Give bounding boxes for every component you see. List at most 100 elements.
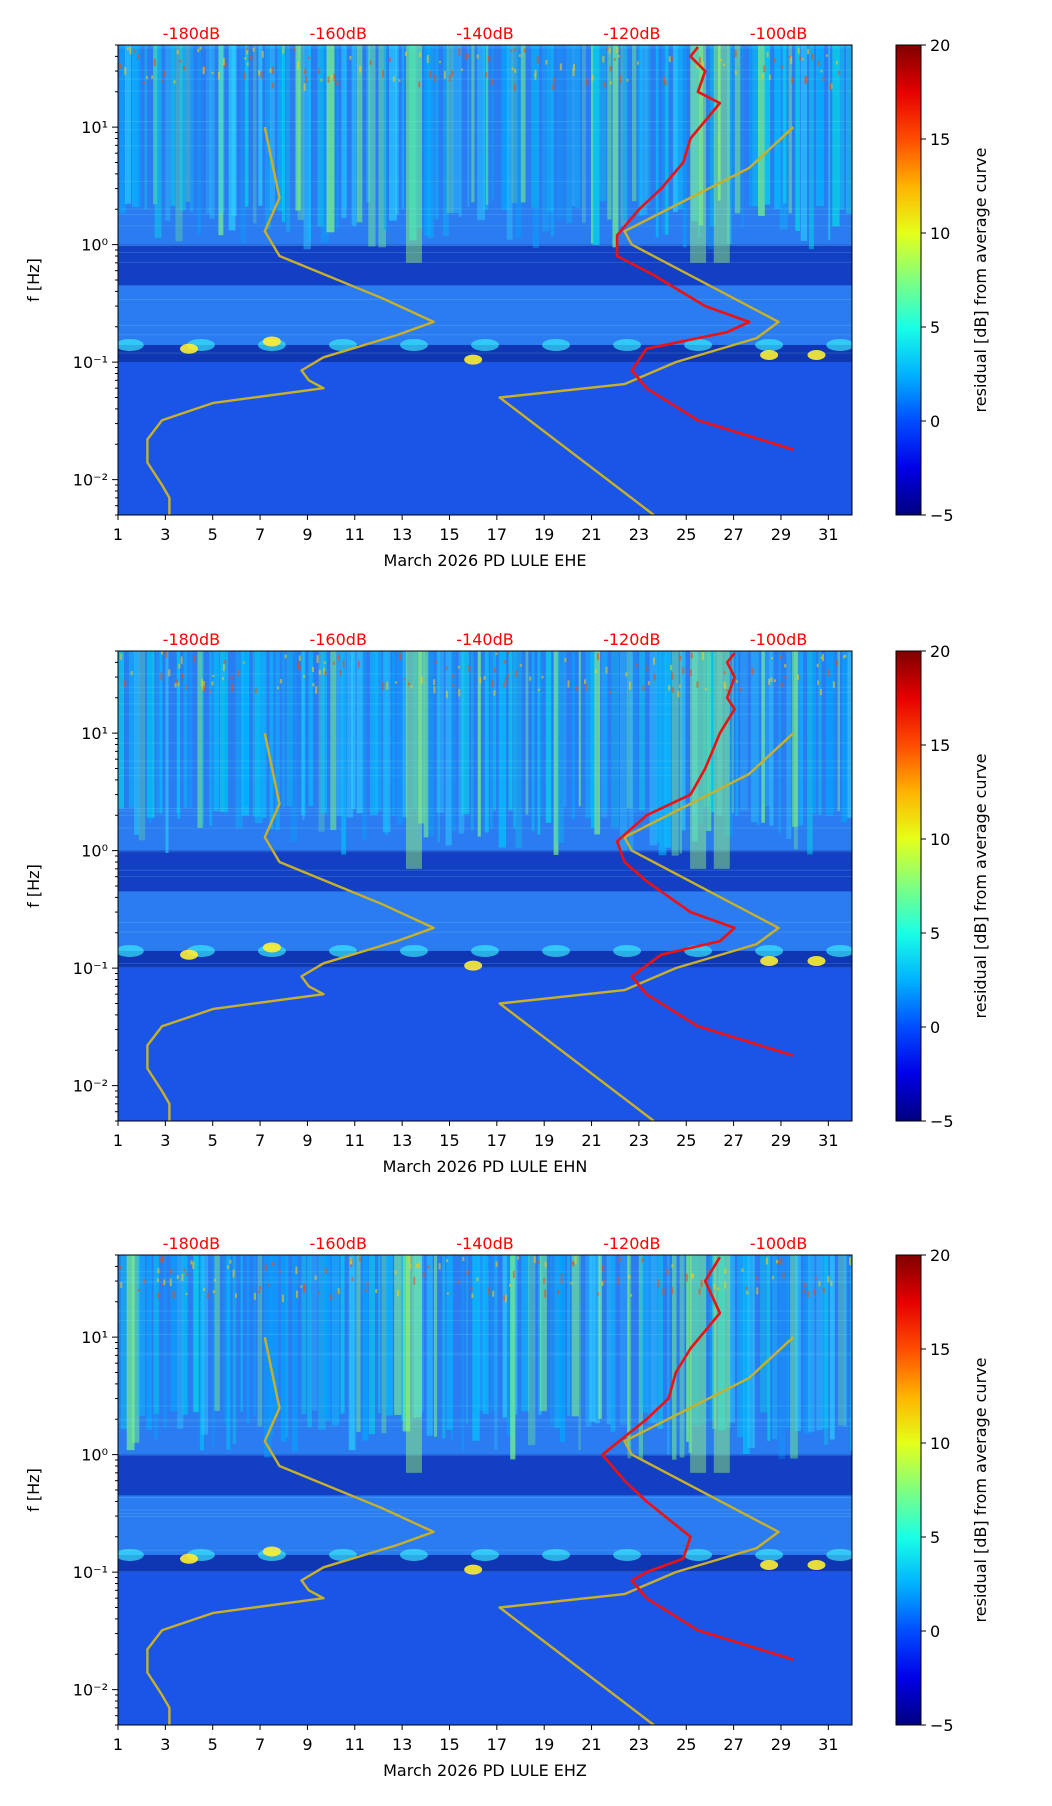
top-db-label: -140dB	[456, 630, 513, 649]
y-tick-label: 10⁻¹	[73, 1563, 108, 1582]
x-tick-label: 9	[302, 525, 312, 544]
y-tick-label: 10⁻¹	[73, 959, 108, 978]
x-tick-label: 29	[771, 1131, 791, 1150]
x-tick-label: 3	[160, 1735, 170, 1754]
x-tick-label: 1	[113, 525, 123, 544]
colorbar-label: residual [dB] from average curve	[971, 754, 990, 1019]
x-tick-label: 3	[160, 1131, 170, 1150]
top-db-label: -160dB	[309, 1234, 366, 1253]
top-db-label: -180dB	[163, 24, 220, 43]
x-tick-label: 29	[771, 525, 791, 544]
x-tick-label: 13	[392, 525, 412, 544]
x-tick-label: 15	[439, 525, 459, 544]
y-tick-label: 10⁰	[81, 842, 108, 861]
colorbar	[895, 650, 922, 1122]
top-db-label: -140dB	[456, 24, 513, 43]
y-tick-label: 10⁻¹	[73, 353, 108, 372]
x-tick-label: 5	[208, 1131, 218, 1150]
x-tick-label: 23	[629, 525, 649, 544]
x-tick-label: 13	[392, 1735, 412, 1754]
colorbar-tick-label: 15	[930, 1340, 950, 1359]
spectrogram-image	[118, 1255, 852, 1725]
y-axis-label: f [Hz]	[24, 1468, 43, 1512]
x-tick-label: 17	[487, 1735, 507, 1754]
top-db-label: -100dB	[750, 24, 807, 43]
y-tick-label: 10¹	[81, 118, 108, 137]
y-tick-label: 10⁰	[81, 236, 108, 255]
y-tick-label: 10⁰	[81, 1446, 108, 1465]
colorbar-tick-label: 20	[930, 1246, 950, 1265]
noise-model-upper-curve	[498, 126, 795, 515]
colorbar-tick-label: 10	[930, 224, 950, 243]
x-tick-label: 21	[581, 1131, 601, 1150]
colorbar-tick-label: 15	[930, 736, 950, 755]
median-psd-curve	[615, 46, 794, 451]
noise-model-upper-curve	[498, 1336, 795, 1725]
y-tick-label: 10⁻²	[73, 1681, 108, 1700]
noise-model-upper-curve	[498, 732, 795, 1121]
x-tick-label: 19	[534, 1131, 554, 1150]
colorbar-tick-label: 10	[930, 1434, 950, 1453]
y-axis-label: f [Hz]	[24, 864, 43, 908]
x-tick-label: 29	[771, 1735, 791, 1754]
top-db-label: -120dB	[603, 24, 660, 43]
x-tick-label: 1	[113, 1735, 123, 1754]
x-tick-label: 17	[487, 525, 507, 544]
top-db-label: -180dB	[163, 1234, 220, 1253]
x-tick-label: 9	[302, 1131, 312, 1150]
spectrogram-panel-1: 1 3 5 7 9 11 13 15 17 19 21 23 25 27 29 3110⁻²10⁻¹10⁰10…	[24, 630, 990, 1176]
colorbar	[895, 1254, 922, 1726]
x-tick-label: 19	[534, 1735, 554, 1754]
x-axis-label: March 2026 PD LULE EHE	[384, 551, 587, 570]
x-tick-label: 3	[160, 525, 170, 544]
spectrogram-image	[118, 45, 852, 515]
x-tick-label: 21	[581, 1735, 601, 1754]
x-tick-label: 5	[208, 1735, 218, 1754]
x-tick-label: 23	[629, 1131, 649, 1150]
top-db-label: -160dB	[309, 630, 366, 649]
colorbar-tick-label: 0	[930, 1622, 940, 1641]
x-axis-label: March 2026 PD LULE EHZ	[383, 1761, 587, 1780]
colorbar-tick-label: −5	[930, 1112, 954, 1131]
x-tick-label: 31	[818, 1131, 838, 1150]
x-tick-label: 25	[676, 525, 696, 544]
spectrogram-panel-0: 1 3 5 7 9 11 13 15 17 19 21 23 25 27 29 3110⁻²10⁻¹10⁰10…	[24, 24, 990, 570]
colorbar-tick-label: 20	[930, 36, 950, 55]
top-db-label: -160dB	[309, 24, 366, 43]
colorbar-tick-label: 0	[930, 1018, 940, 1037]
spectrogram-image	[118, 651, 852, 1121]
y-tick-label: 10⁻²	[73, 1077, 108, 1096]
x-tick-label: 1	[113, 1131, 123, 1150]
top-db-label: -100dB	[750, 630, 807, 649]
median-psd-curve	[615, 652, 794, 1057]
x-tick-label: 25	[676, 1735, 696, 1754]
spectrogram-panel-2: 1 3 5 7 9 11 13 15 17 19 21 23 25 27 29 3110⁻²10⁻¹10⁰10…	[24, 1234, 990, 1780]
x-tick-label: 11	[345, 1735, 365, 1754]
noise-model-lower-curve	[146, 126, 435, 515]
colorbar-tick-label: 5	[930, 318, 940, 337]
x-tick-label: 17	[487, 1131, 507, 1150]
x-tick-label: 25	[676, 1131, 696, 1150]
x-tick-label: 7	[255, 525, 265, 544]
x-tick-label: 11	[345, 1131, 365, 1150]
x-axis-label: March 2026 PD LULE EHN	[383, 1157, 588, 1176]
x-tick-label: 23	[629, 1735, 649, 1754]
x-tick-label: 19	[534, 525, 554, 544]
x-tick-label: 11	[345, 525, 365, 544]
noise-model-lower-curve	[146, 732, 435, 1121]
top-db-label: -140dB	[456, 1234, 513, 1253]
top-db-label: -180dB	[163, 630, 220, 649]
colorbar-tick-label: 5	[930, 924, 940, 943]
colorbar-label: residual [dB] from average curve	[971, 148, 990, 413]
x-tick-label: 21	[581, 525, 601, 544]
x-tick-label: 31	[818, 525, 838, 544]
x-tick-label: 7	[255, 1735, 265, 1754]
median-psd-curve	[601, 1256, 794, 1661]
y-axis-label: f [Hz]	[24, 258, 43, 302]
colorbar-label: residual [dB] from average curve	[971, 1358, 990, 1623]
top-db-label: -120dB	[603, 1234, 660, 1253]
x-tick-label: 5	[208, 525, 218, 544]
x-tick-label: 27	[723, 1131, 743, 1150]
colorbar-tick-label: 5	[930, 1528, 940, 1547]
